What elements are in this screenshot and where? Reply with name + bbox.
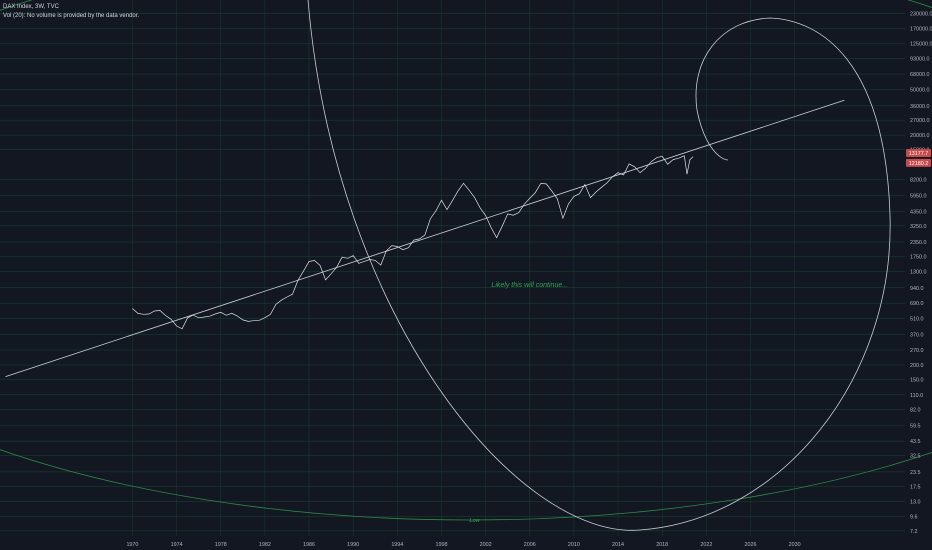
y-tick-label: 230000.0 [910, 11, 932, 17]
volume-note: Vol (20): No volume is provided by the d… [3, 12, 140, 19]
y-tick-label: 43.5 [910, 439, 921, 445]
big-circle-drawing[interactable] [307, 0, 891, 531]
y-tick-label: 150.0 [910, 377, 924, 383]
y-tick-label: 68000.0 [910, 72, 930, 78]
y-tick-label: 2350.0 [910, 240, 927, 246]
y-tick-label: 200.0 [910, 363, 924, 369]
price-tag: 12180.2 [906, 158, 931, 167]
y-tick-label: 3250.0 [910, 224, 927, 230]
x-tick-label: 2010 [568, 542, 580, 548]
y-tick-label: 270.0 [910, 348, 924, 354]
x-tick-label: 1970 [126, 542, 138, 548]
y-tick-label: 9.6 [910, 515, 918, 521]
y-tick-label: 110.0 [910, 393, 923, 399]
x-tick-label: 1994 [391, 542, 403, 548]
trend-line-drawing[interactable] [5, 99, 845, 377]
price-series-line[interactable] [132, 155, 694, 330]
drawing-layer [0, 0, 932, 531]
x-tick-label: 1974 [171, 542, 183, 548]
price-tag-box [906, 148, 931, 157]
time-axis[interactable]: 1970 1974 1978 1982 1986 1990 1994 1998 2002 2006… [126, 542, 800, 548]
price-tag-label: 12180.2 [909, 161, 929, 167]
symbol-title[interactable]: DAX Index, 3W, TVC [3, 4, 59, 10]
y-tick-label: 1750.0 [910, 255, 927, 261]
price-axis[interactable]: 7.2 9.6 13.0 17.5 23.5 32.5 43.5 59.5 82.0 110.0 1… [910, 0, 932, 535]
y-tick-label: 32.5 [910, 454, 921, 460]
y-tick-label: 125000.0 [910, 42, 932, 48]
y-tick-label: 170000.0 [910, 26, 932, 32]
price-tag-label: 13177.7 [909, 151, 929, 157]
y-tick-label: 50000.0 [910, 87, 930, 93]
x-tick-label: 2026 [744, 542, 756, 548]
annotation-low[interactable]: Low [470, 518, 481, 524]
x-tick-label: 2002 [480, 542, 492, 548]
annotation-continue[interactable]: Likely this will continue... [491, 282, 568, 289]
y-tick-label: 7.2 [910, 529, 918, 535]
y-tick-label: 690.0 [910, 301, 924, 307]
y-tick-label: 82.0 [910, 407, 921, 413]
y-tick-label: 4350.0 [910, 209, 927, 215]
x-tick-label: 1978 [215, 542, 227, 548]
horizontal-gridlines [0, 13, 905, 532]
x-tick-label: 1986 [303, 542, 315, 548]
y-tick-label: 940.0 [910, 286, 924, 292]
y-tick-label: 315000.0 [910, 0, 932, 2]
x-tick-label: 2022 [700, 542, 712, 548]
y-tick-label: 59.5 [910, 423, 921, 429]
x-tick-label: 2030 [789, 542, 801, 548]
x-tick-label: 1998 [435, 542, 447, 548]
y-tick-label: 20000.0 [910, 133, 930, 139]
y-tick-label: 8200.0 [910, 178, 927, 184]
y-tick-label: 13.0 [910, 499, 921, 505]
y-tick-label: 23.5 [910, 470, 921, 476]
price-tags: 13177.7 12180.2 [906, 148, 931, 167]
y-tick-label: 510.0 [910, 316, 924, 322]
x-tick-label: 2006 [524, 542, 536, 548]
price-tag-box [906, 158, 931, 167]
x-tick-label: 1990 [347, 542, 359, 548]
y-tick-label: 17.5 [910, 485, 921, 491]
y-tick-label: 36000.0 [910, 104, 930, 110]
y-tick-label: 93000.0 [910, 56, 930, 62]
y-tick-label: 27000.0 [910, 118, 930, 124]
x-tick-label: 1982 [259, 542, 271, 548]
chart-legend: DAX Index, 3W, TVC Vol (20): No volume i… [3, 3, 139, 20]
y-tick-label: 1300.0 [910, 270, 927, 276]
y-tick-label: 370.0 [910, 332, 924, 338]
price-tag: 13177.7 [906, 148, 931, 157]
annotations-layer: Likely this will continue... Low [470, 282, 569, 524]
green-ellipse-drawing[interactable] [0, 0, 932, 521]
x-tick-label: 2014 [612, 542, 624, 548]
vertical-gridlines [132, 0, 795, 536]
x-tick-label: 2018 [656, 542, 668, 548]
y-tick-label: 5950.0 [910, 194, 927, 200]
